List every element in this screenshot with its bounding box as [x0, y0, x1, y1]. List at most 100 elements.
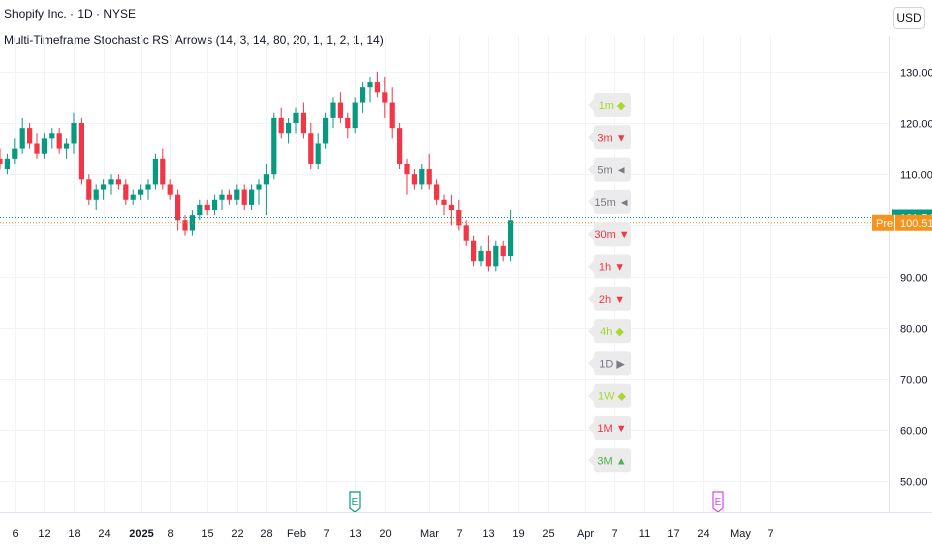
time-axis[interactable]: 6 12 18 24 2025 8 15 22 28 Feb 7 13 20 Mar 7 13 19 25 Apr 7… — [12, 528, 773, 540]
candle-body — [123, 184, 129, 200]
candle-body — [500, 245, 506, 257]
y-tick-label: 120.00 — [900, 119, 932, 131]
tf-label: 1h ▼ — [599, 262, 625, 274]
candle-body — [34, 143, 40, 154]
earnings-marker[interactable] — [349, 491, 361, 513]
candle-body — [71, 123, 77, 144]
tf-cell-pointer — [588, 389, 594, 402]
x-tick-label: 22 — [231, 528, 243, 540]
x-tick-label: 7 — [767, 528, 773, 540]
grid-lines — [0, 36, 889, 512]
candle-body — [271, 117, 277, 175]
candle-body — [197, 204, 203, 216]
candle-body — [463, 225, 469, 241]
candle-body — [27, 128, 33, 144]
x-tick-label: 7 — [456, 528, 462, 540]
candle-body — [93, 189, 99, 200]
tf-cell-pointer — [588, 260, 594, 273]
x-tick-label: 20 — [379, 528, 391, 540]
candle-body — [241, 189, 247, 205]
earnings-marker[interactable] — [712, 491, 724, 513]
candle-body — [308, 133, 314, 164]
tf-label: 5m ◄ — [597, 165, 626, 177]
tf-label: 1W ◆ — [598, 391, 627, 403]
candle-body — [226, 194, 232, 200]
candle-body — [493, 245, 499, 267]
tf-cell-bg — [594, 319, 631, 344]
candle-body — [19, 128, 25, 149]
candle-body — [204, 204, 210, 211]
tf-label: 3m ▼ — [597, 132, 626, 144]
y-tick-label: 110.00 — [900, 170, 932, 182]
candle-body — [471, 240, 477, 262]
candle-body — [411, 174, 417, 185]
candle-body — [263, 174, 269, 185]
candle-body — [330, 102, 336, 118]
x-tick-label: 12 — [38, 528, 50, 540]
price-axis[interactable]: 130.00120.00110.00100.0090.0080.0070.006… — [900, 68, 932, 489]
tf-cell-pointer — [588, 357, 594, 370]
candle-body — [404, 163, 410, 175]
pre-label: Pre — [876, 218, 893, 230]
candle-body — [323, 117, 329, 144]
tf-cell-pointer — [588, 422, 594, 434]
tf-cell-pointer — [588, 99, 594, 111]
candle-body — [212, 199, 218, 211]
candle-body — [160, 158, 166, 185]
candle-body — [86, 179, 92, 200]
tf-cell-pointer — [588, 163, 594, 176]
candle-body — [367, 82, 373, 88]
timeframe-panel: 1m ◆ 3m ▼ 5m ◄ 15m ◄ 30m ▼ 1h ▼ 2h ▼ 4h ◆ 1D ▶ 1W… — [588, 93, 631, 473]
tf-cell-pointer — [588, 195, 594, 208]
tf-cell-bg — [594, 157, 631, 182]
pre-price-tag — [872, 214, 932, 231]
y-tick-label: 90.00 — [900, 273, 928, 285]
tf-cell-bg — [594, 448, 631, 473]
candle-body — [64, 143, 70, 149]
tf-cell-bg — [594, 222, 631, 247]
candle-body — [219, 194, 225, 200]
tf-cell-pointer — [588, 131, 594, 144]
candle-body — [419, 169, 425, 185]
x-tick-label: 15 — [201, 528, 213, 540]
tf-label: 1M ▼ — [597, 423, 626, 435]
x-tick-label: 28 — [260, 528, 272, 540]
tf-label: 30m ▼ — [594, 229, 629, 241]
y-tick-label: 130.00 — [900, 68, 932, 80]
x-tick-label: 24 — [697, 528, 709, 540]
symbol-title[interactable]: Shopify Inc. · 1D · NYSE — [4, 7, 137, 21]
tf-cell-pointer — [588, 292, 594, 305]
tf-cell-bg — [594, 125, 631, 150]
x-tick-label: 2025 — [129, 528, 153, 540]
candle-body — [130, 194, 136, 200]
x-tick-label: 7 — [611, 528, 617, 540]
candle-body — [315, 143, 321, 164]
currency-button[interactable]: USD — [893, 7, 925, 29]
candle-body — [434, 184, 440, 200]
tf-cell-pointer — [588, 325, 594, 338]
tf-cell-bg — [594, 189, 631, 214]
tf-label: 1D ▶ — [599, 358, 625, 370]
x-tick-label: Apr — [577, 528, 594, 540]
x-tick-label: 8 — [167, 528, 173, 540]
y-tick-label: 80.00 — [900, 324, 928, 336]
candle-body — [374, 82, 380, 93]
candle-body — [175, 194, 181, 221]
candle-body — [456, 210, 462, 226]
candle-body — [345, 117, 351, 129]
earnings-marker-label: E — [715, 497, 722, 508]
candles — [0, 71, 514, 272]
x-tick-label: 24 — [98, 528, 110, 540]
x-tick-label: 13 — [482, 528, 494, 540]
candle-body — [508, 220, 514, 257]
tf-cell-bg — [594, 254, 631, 279]
candle-body — [478, 250, 484, 262]
candle-body — [0, 158, 3, 164]
candle-body — [293, 112, 299, 124]
indicator-legend[interactable]: Multi-Timeframe Stochastic RSI Arrows (1… — [4, 33, 384, 47]
candle-body — [278, 117, 284, 134]
tf-cell-bg — [594, 383, 631, 408]
tf-cell-pointer — [588, 228, 594, 241]
x-tick-label: 18 — [68, 528, 80, 540]
